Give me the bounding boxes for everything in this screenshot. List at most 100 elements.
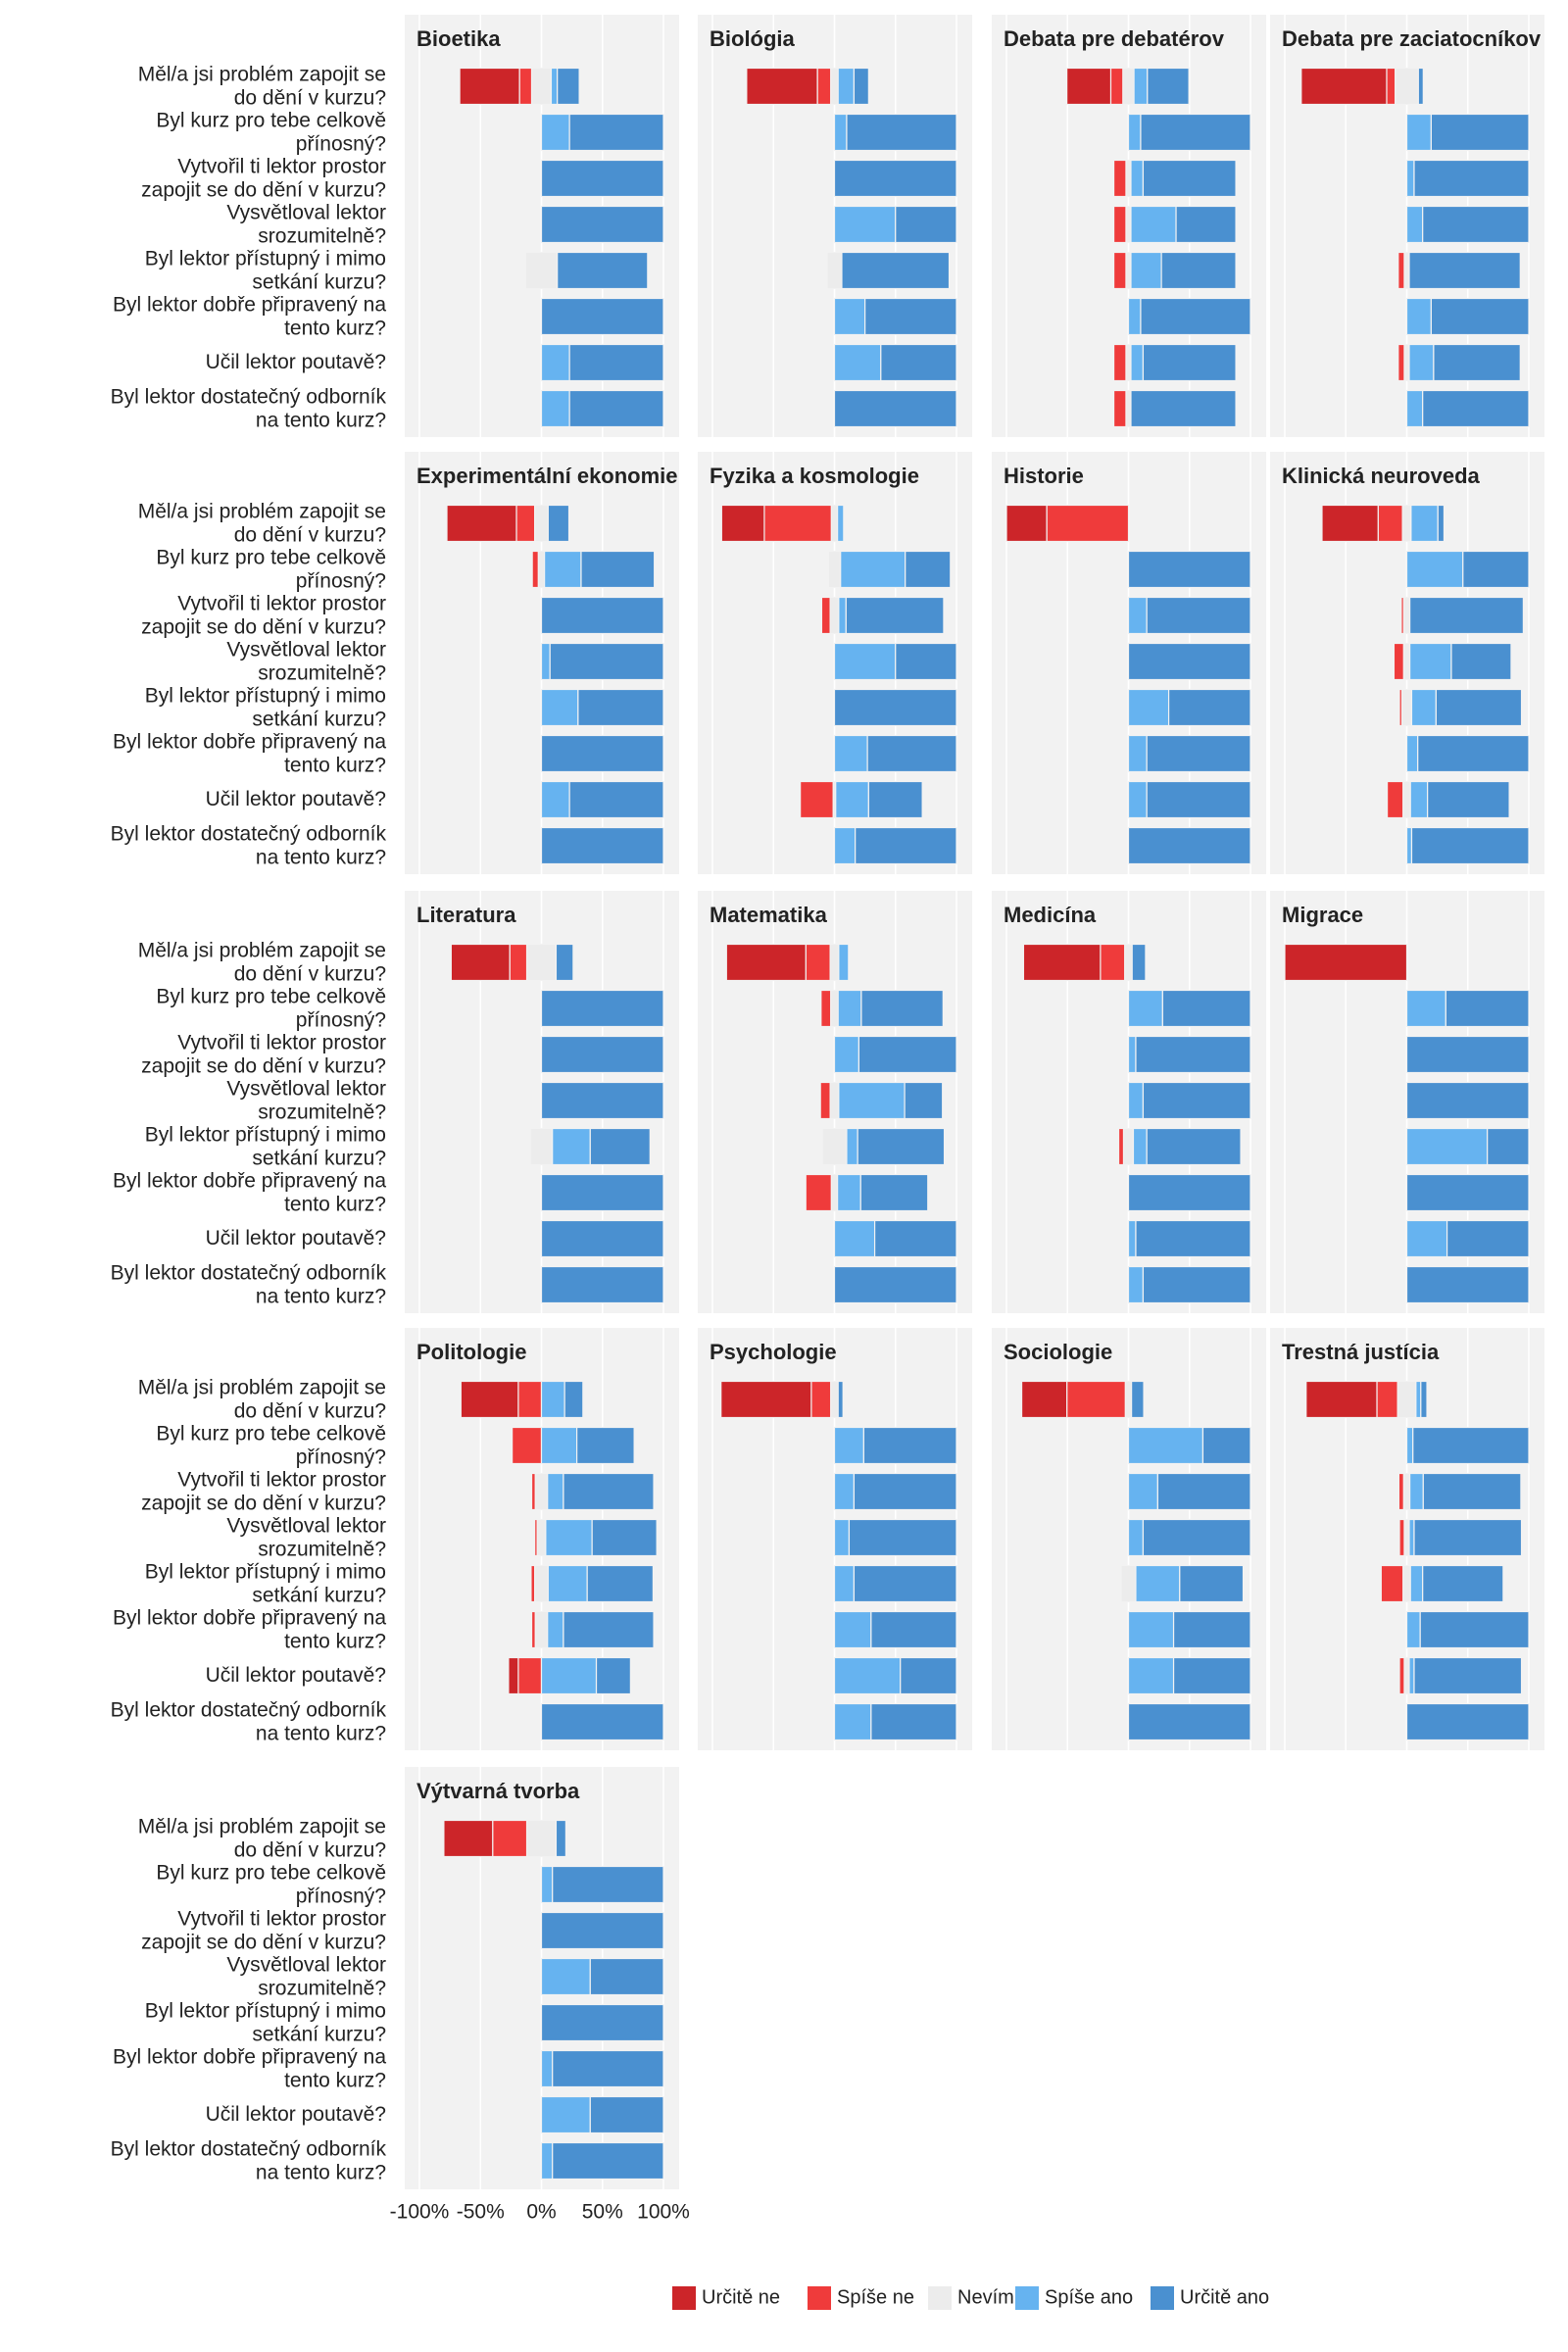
- bar-segment: [1160, 251, 1237, 290]
- bar-segment: [540, 343, 570, 382]
- panel: Debata pre zaciatocníkov: [1270, 15, 1544, 437]
- bar-segment: [550, 67, 559, 106]
- x-tick-label: 50%: [582, 2201, 623, 2224]
- bar-segment: [833, 159, 957, 198]
- bar-segment: [1135, 1035, 1251, 1074]
- bar-segment: [534, 1610, 549, 1649]
- bar-segment: [1127, 1219, 1137, 1258]
- bar-segment: [547, 1472, 564, 1511]
- bar-segment: [595, 1656, 631, 1695]
- bar-segment: [833, 734, 868, 773]
- bar-segment: [517, 1380, 543, 1419]
- bar-segment: [1127, 688, 1170, 727]
- bar-segment: [833, 297, 866, 336]
- bar-segment: [1405, 1702, 1530, 1741]
- panel: Psychologie: [698, 1328, 972, 1750]
- bar-segment: [1450, 642, 1512, 681]
- bar-segment: [509, 943, 528, 982]
- bar-segment: [540, 1865, 554, 1904]
- bar-segment: [1117, 1127, 1125, 1166]
- bar-segment: [547, 504, 570, 543]
- bar-segment: [838, 596, 847, 635]
- bar-segment: [540, 2049, 554, 2088]
- bar-segment: [1405, 734, 1419, 773]
- bar-segment: [1405, 1610, 1421, 1649]
- bar-segment: [1408, 251, 1521, 290]
- bar-segment: [540, 1219, 664, 1258]
- panel: Klinická neuroveda: [1270, 452, 1544, 874]
- bar-segment: [1140, 113, 1251, 152]
- bar-segment: [833, 389, 957, 428]
- bar-segment: [540, 159, 664, 198]
- bar-segment: [1401, 504, 1412, 543]
- panel-title: Psychologie: [710, 1340, 837, 1364]
- bar-segment: [1422, 1564, 1504, 1603]
- bar-segment: [720, 1380, 812, 1419]
- bar-segment: [1398, 1656, 1405, 1695]
- bar-segment: [1146, 734, 1251, 773]
- bar-segment: [830, 504, 839, 543]
- bar-segment: [1125, 343, 1132, 382]
- bar-segment: [1133, 67, 1149, 106]
- bar-segment: [1046, 504, 1130, 543]
- bar-segment: [564, 1380, 584, 1419]
- bar-segment: [1142, 1518, 1251, 1557]
- bar-segment: [1409, 1472, 1424, 1511]
- bar-segment: [534, 1472, 549, 1511]
- bar-segment: [1408, 1656, 1415, 1695]
- legend-label: Určitě ano: [1180, 2286, 1269, 2308]
- question-label: Vytvořil ti lektor prostor zapojit se do…: [141, 1031, 386, 1077]
- bar-segment: [540, 2095, 591, 2134]
- bar-segment: [1125, 205, 1132, 244]
- bar-segment: [1397, 251, 1405, 290]
- bar-segment: [540, 1957, 591, 1996]
- bar-segment: [1415, 1380, 1422, 1419]
- bar-segment: [1130, 205, 1177, 244]
- panel: Historie: [992, 452, 1266, 874]
- bar-segment: [853, 1564, 957, 1603]
- panel-title: Literatura: [416, 903, 516, 927]
- bar-segment: [1409, 780, 1429, 819]
- bar-segment: [846, 1127, 858, 1166]
- bar-segment: [800, 780, 834, 819]
- bar-segment: [1386, 67, 1396, 106]
- bar-segment: [1445, 989, 1530, 1028]
- bar-segment: [833, 205, 897, 244]
- bar-segment: [1395, 67, 1419, 106]
- bar-segment: [1130, 343, 1145, 382]
- panel-title: Debata pre zaciatocníkov: [1282, 26, 1542, 51]
- bar-segment: [1127, 297, 1142, 336]
- bar-segment: [1135, 1219, 1251, 1258]
- bar-segment: [1403, 343, 1410, 382]
- legend-swatch: [928, 2286, 952, 2310]
- bar-segment: [1135, 1564, 1181, 1603]
- bar-segment: [1422, 389, 1530, 428]
- question-label: Byl kurz pro tebe celkově přínosný?: [156, 985, 386, 1031]
- bar-segment: [1403, 1518, 1410, 1557]
- bar-segment: [547, 1610, 564, 1649]
- panel: Sociologie: [992, 1328, 1266, 1750]
- bar-segment: [1127, 1173, 1251, 1212]
- bar-segment: [860, 989, 944, 1028]
- bar-segment: [833, 1656, 902, 1695]
- bar-segment: [540, 642, 551, 681]
- bar-segment: [830, 1173, 839, 1212]
- bar-segment: [1487, 1127, 1530, 1166]
- bar-segment: [580, 550, 656, 589]
- bar-segment: [1132, 1127, 1148, 1166]
- bar-segment: [862, 1426, 957, 1465]
- bar-segment: [540, 1173, 664, 1212]
- legend-label: Nevím: [957, 2286, 1014, 2308]
- bar-segment: [540, 826, 664, 865]
- panel: Medicína: [992, 891, 1266, 1313]
- bar-segment: [557, 251, 649, 290]
- question-label: Byl lektor přístupný i mimo setkání kurz…: [144, 247, 386, 293]
- legend-swatch: [1015, 2286, 1039, 2310]
- bar-segment: [1179, 1564, 1245, 1603]
- bar-segment: [1112, 159, 1127, 198]
- bar-segment: [552, 1865, 664, 1904]
- bar-segment: [1172, 1656, 1251, 1695]
- question-label: Vysvětloval lektor srozumitelně?: [226, 1953, 386, 1999]
- bar-segment: [536, 1518, 547, 1557]
- bar-segment: [540, 1656, 598, 1695]
